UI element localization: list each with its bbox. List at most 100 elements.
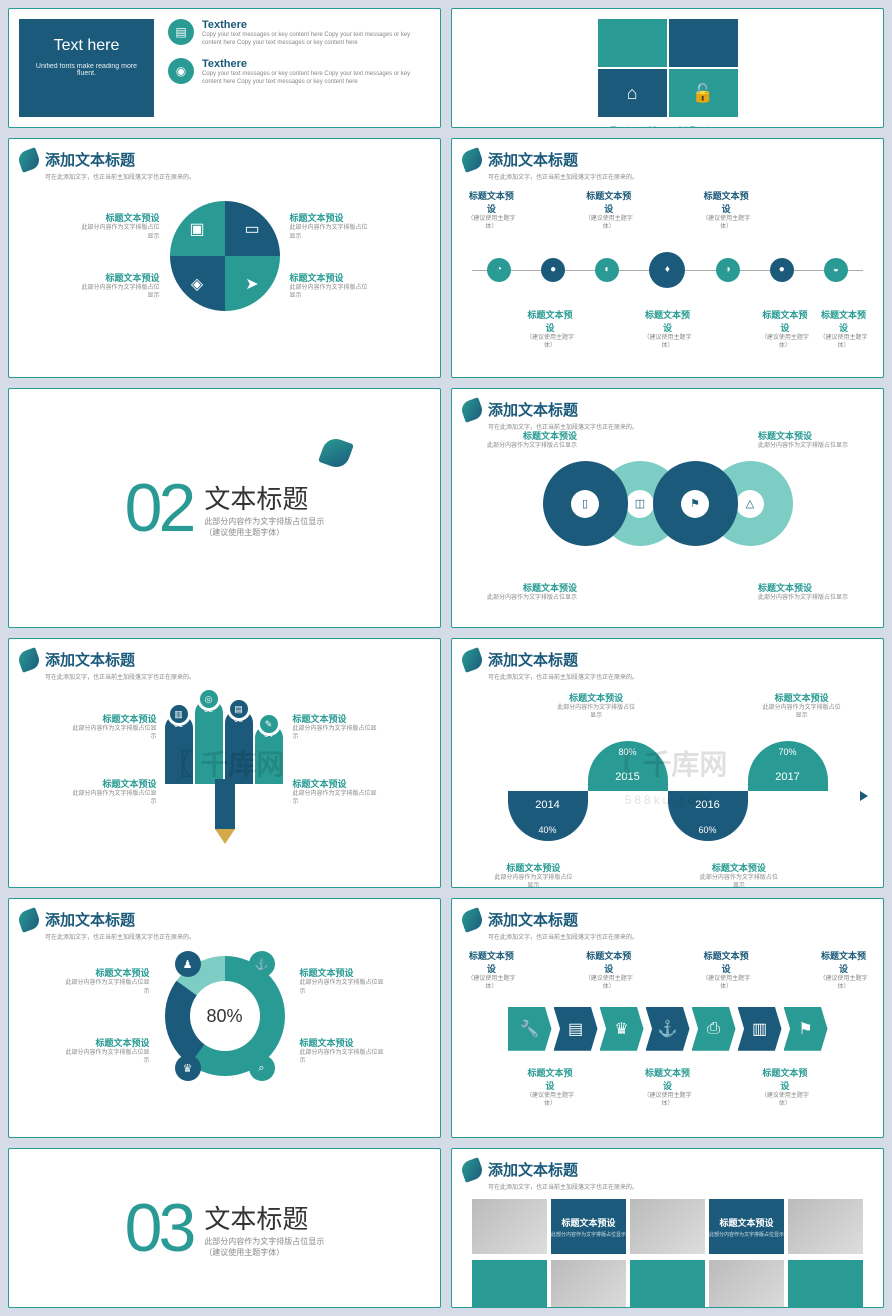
color-block bbox=[788, 1260, 863, 1308]
text: （建议使用主题字体） bbox=[641, 1092, 693, 1109]
label: 标题文本预设 bbox=[72, 712, 157, 725]
pct: 40% bbox=[508, 825, 588, 835]
label: 标题文本预设 bbox=[524, 308, 576, 334]
timeline-dot: ◒ bbox=[824, 258, 848, 282]
slide-title: 添加文本标题 bbox=[488, 649, 578, 670]
label: 标题文本预设 bbox=[290, 271, 370, 284]
section-title: 文本标题 bbox=[204, 1199, 324, 1236]
image-row-1: 标题文本预设此部分内容作为文字排版占位显示 标题文本预设此部分内容作为文字排版占… bbox=[472, 1199, 863, 1254]
label: 标题文本预设 bbox=[759, 308, 811, 334]
color-block bbox=[472, 1260, 547, 1308]
slide-subtitle: 可在此添加文字，也正当前主加段落文字也正在原来的。 bbox=[488, 932, 873, 941]
slide-9: 添加文本标题 可在此添加文字，也正当前主加段落文字也正在原来的。 标题文本预设 … bbox=[8, 898, 441, 1138]
timeline-dot: ◑ bbox=[716, 258, 740, 282]
text: 此部分内容作为文字排版占位显示 bbox=[758, 594, 853, 602]
slide-subtitle: 可在此添加文字，也正当前主加段落文字也正在原来的。 bbox=[488, 1182, 873, 1191]
list-icon: ▥ bbox=[738, 1007, 782, 1051]
diamond-icon: ◈ bbox=[170, 256, 225, 311]
label-3: Texthere 03 bbox=[518, 125, 658, 128]
label: 标题文本预设 bbox=[524, 1066, 576, 1092]
slide-7: 添加文本标题 可在此添加文字，也正当前主加段落文字也正在原来的。 〖 千库网 标… bbox=[8, 638, 441, 888]
slide-8: 添加文本标题 可在此添加文字，也正当前主加段落文字也正在原来的。 〖 千库网 5… bbox=[451, 638, 884, 888]
text: 此部分内容作为文字排版占位显示 bbox=[290, 224, 370, 241]
label: 标题文本预设 bbox=[293, 712, 378, 725]
text: 此部分内容作为文字排版占位显示 bbox=[72, 790, 157, 807]
timeline-dot: ● bbox=[770, 258, 794, 282]
wallet-icon: ▭ bbox=[225, 201, 280, 256]
label: 标题文本预设 bbox=[583, 949, 635, 975]
target-icon: ◎ bbox=[197, 687, 221, 711]
arrow-process: 🔧 ▤ ♛ ⚓ ⎙ ▥ ⚑ bbox=[462, 1007, 873, 1051]
label: 标题文本预设 bbox=[482, 581, 577, 594]
trophy-icon: ♛ bbox=[175, 1055, 201, 1081]
slide-10: 添加文本标题 可在此添加文字，也正当前主加段落文字也正在原来的。 标题文本预设（… bbox=[451, 898, 884, 1138]
arrow-top-labels: 标题文本预设（建议使用主题字体） 标题文本预设（建议使用主题字体） 标题文本预设… bbox=[462, 949, 873, 992]
label: 标题文本预设 bbox=[482, 429, 577, 442]
section-sub: 此部分内容作为文字排版占位显示 bbox=[204, 516, 324, 527]
timeline-bottom-labels: 标题文本预设（建议使用主题字体） 标题文本预设（建议使用主题字体） 标题文本预设… bbox=[462, 308, 873, 351]
timeline-dot: ● bbox=[541, 258, 565, 282]
slide-subtitle: 可在此添加文字，也正当前主加段落文字也正在原来的。 bbox=[488, 672, 873, 681]
label: 标题文本预设 bbox=[65, 966, 150, 979]
quad-grid: ⌂ 🔓 bbox=[598, 19, 738, 117]
slide-title: 添加文本标题 bbox=[488, 399, 578, 420]
label: 标题文本预设 bbox=[818, 949, 870, 975]
quad-diagram: ▣ ▭ ◈ ➤ bbox=[170, 201, 280, 311]
slide-6: 添加文本标题 可在此添加文字，也正当前主加段落文字也正在原来的。 标题文本预设此… bbox=[451, 388, 884, 628]
label: 标题文本预设 bbox=[72, 777, 157, 790]
slide-title: 添加文本标题 bbox=[488, 149, 578, 170]
text: （建议使用主题字体） bbox=[818, 975, 870, 992]
slide-section-3: 03 文本标题 此部分内容作为文字排版占位显示 （建议使用主题字体） bbox=[8, 1148, 441, 1308]
butterfly-icon bbox=[459, 647, 485, 673]
text: （建议使用主题字体） bbox=[465, 215, 517, 232]
flag-icon: ⚑ bbox=[681, 490, 709, 518]
section-title: 文本标题 bbox=[204, 479, 324, 516]
item-text: Copy your text messages or key content h… bbox=[202, 70, 430, 87]
slide-subtitle: 可在此添加文字，也正当前主加段落文字也正在原来的。 bbox=[45, 172, 430, 181]
year: 2014 bbox=[508, 799, 588, 811]
slide-4: 添加文本标题 可在此添加文字，也正当前主加段落文字也正在原来的。 标题文本预设（… bbox=[451, 138, 884, 378]
image-label: 标题文本预设此部分内容作为文字排版占位显示 bbox=[709, 1199, 784, 1254]
slide-3: 添加文本标题 可在此添加文字，也正当前主加段落文字也正在原来的。 标题文本预设 … bbox=[8, 138, 441, 378]
section-sub2: （建议使用主题字体） bbox=[204, 527, 324, 538]
placeholder-image bbox=[630, 1199, 705, 1254]
bag-icon: ◫ bbox=[626, 490, 654, 518]
text: （建议使用主题字体） bbox=[818, 334, 870, 351]
color-block bbox=[630, 1260, 705, 1308]
text: 此部分内容作为文字排版占位显示 bbox=[300, 1049, 385, 1066]
lock-icon: 🔓 bbox=[669, 69, 738, 117]
donut-chart: 80% ♟ ⚓ ♛ ⌕ bbox=[165, 956, 285, 1076]
placeholder-image bbox=[788, 1199, 863, 1254]
chart-icon: ▥ bbox=[167, 702, 191, 726]
text: 此部分内容作为文字排版占位显示 bbox=[758, 442, 853, 450]
placeholder-image bbox=[551, 1260, 626, 1308]
document-icon: ▤ bbox=[168, 19, 194, 45]
edit-icon: ✎ bbox=[257, 712, 281, 736]
text: （建议使用主题字体） bbox=[583, 975, 635, 992]
text: （建议使用主题字体） bbox=[524, 1092, 576, 1109]
item-title: Texthere bbox=[202, 58, 430, 70]
send-icon: ➤ bbox=[225, 256, 280, 311]
label: 标题文本预设 bbox=[300, 1036, 385, 1049]
slide-section-2: 02 文本标题 此部分内容作为文字排版占位显示 （建议使用主题字体） bbox=[8, 388, 441, 628]
text: 此部分内容作为文字排版占位显示 bbox=[300, 979, 385, 996]
placeholder-image bbox=[709, 1260, 784, 1308]
image-icon: ▣ bbox=[170, 201, 225, 256]
timeline: ◔ ● ◐ ♦ ◑ ● ◒ bbox=[472, 252, 863, 288]
text: 此部分内容作为文字排版占位显示 bbox=[293, 790, 378, 807]
print-icon: ⎙ bbox=[692, 1007, 736, 1051]
chat-icon: ◉ bbox=[168, 58, 194, 84]
section-number: 03 bbox=[125, 1189, 193, 1267]
timeline-dot-active: ♦ bbox=[649, 252, 685, 288]
item-text: Copy your text messages or key content h… bbox=[202, 31, 430, 48]
label: 标题文本预设 bbox=[556, 691, 636, 704]
grid-cell bbox=[598, 19, 667, 67]
grid-cell bbox=[669, 19, 738, 67]
text: 此部分内容作为文字排版占位显示 bbox=[482, 442, 577, 450]
year-wave-chart: 40%2014 80%2015 60%2016 70%2017 bbox=[472, 741, 863, 841]
pct: 70% bbox=[748, 747, 828, 757]
text: 此部分内容作为文字排版占位显示 bbox=[493, 874, 573, 888]
text: （建议使用主题字体） bbox=[759, 1092, 811, 1109]
pct: 60% bbox=[668, 825, 748, 835]
text: 此部分内容作为文字排版占位显示 bbox=[72, 725, 157, 742]
